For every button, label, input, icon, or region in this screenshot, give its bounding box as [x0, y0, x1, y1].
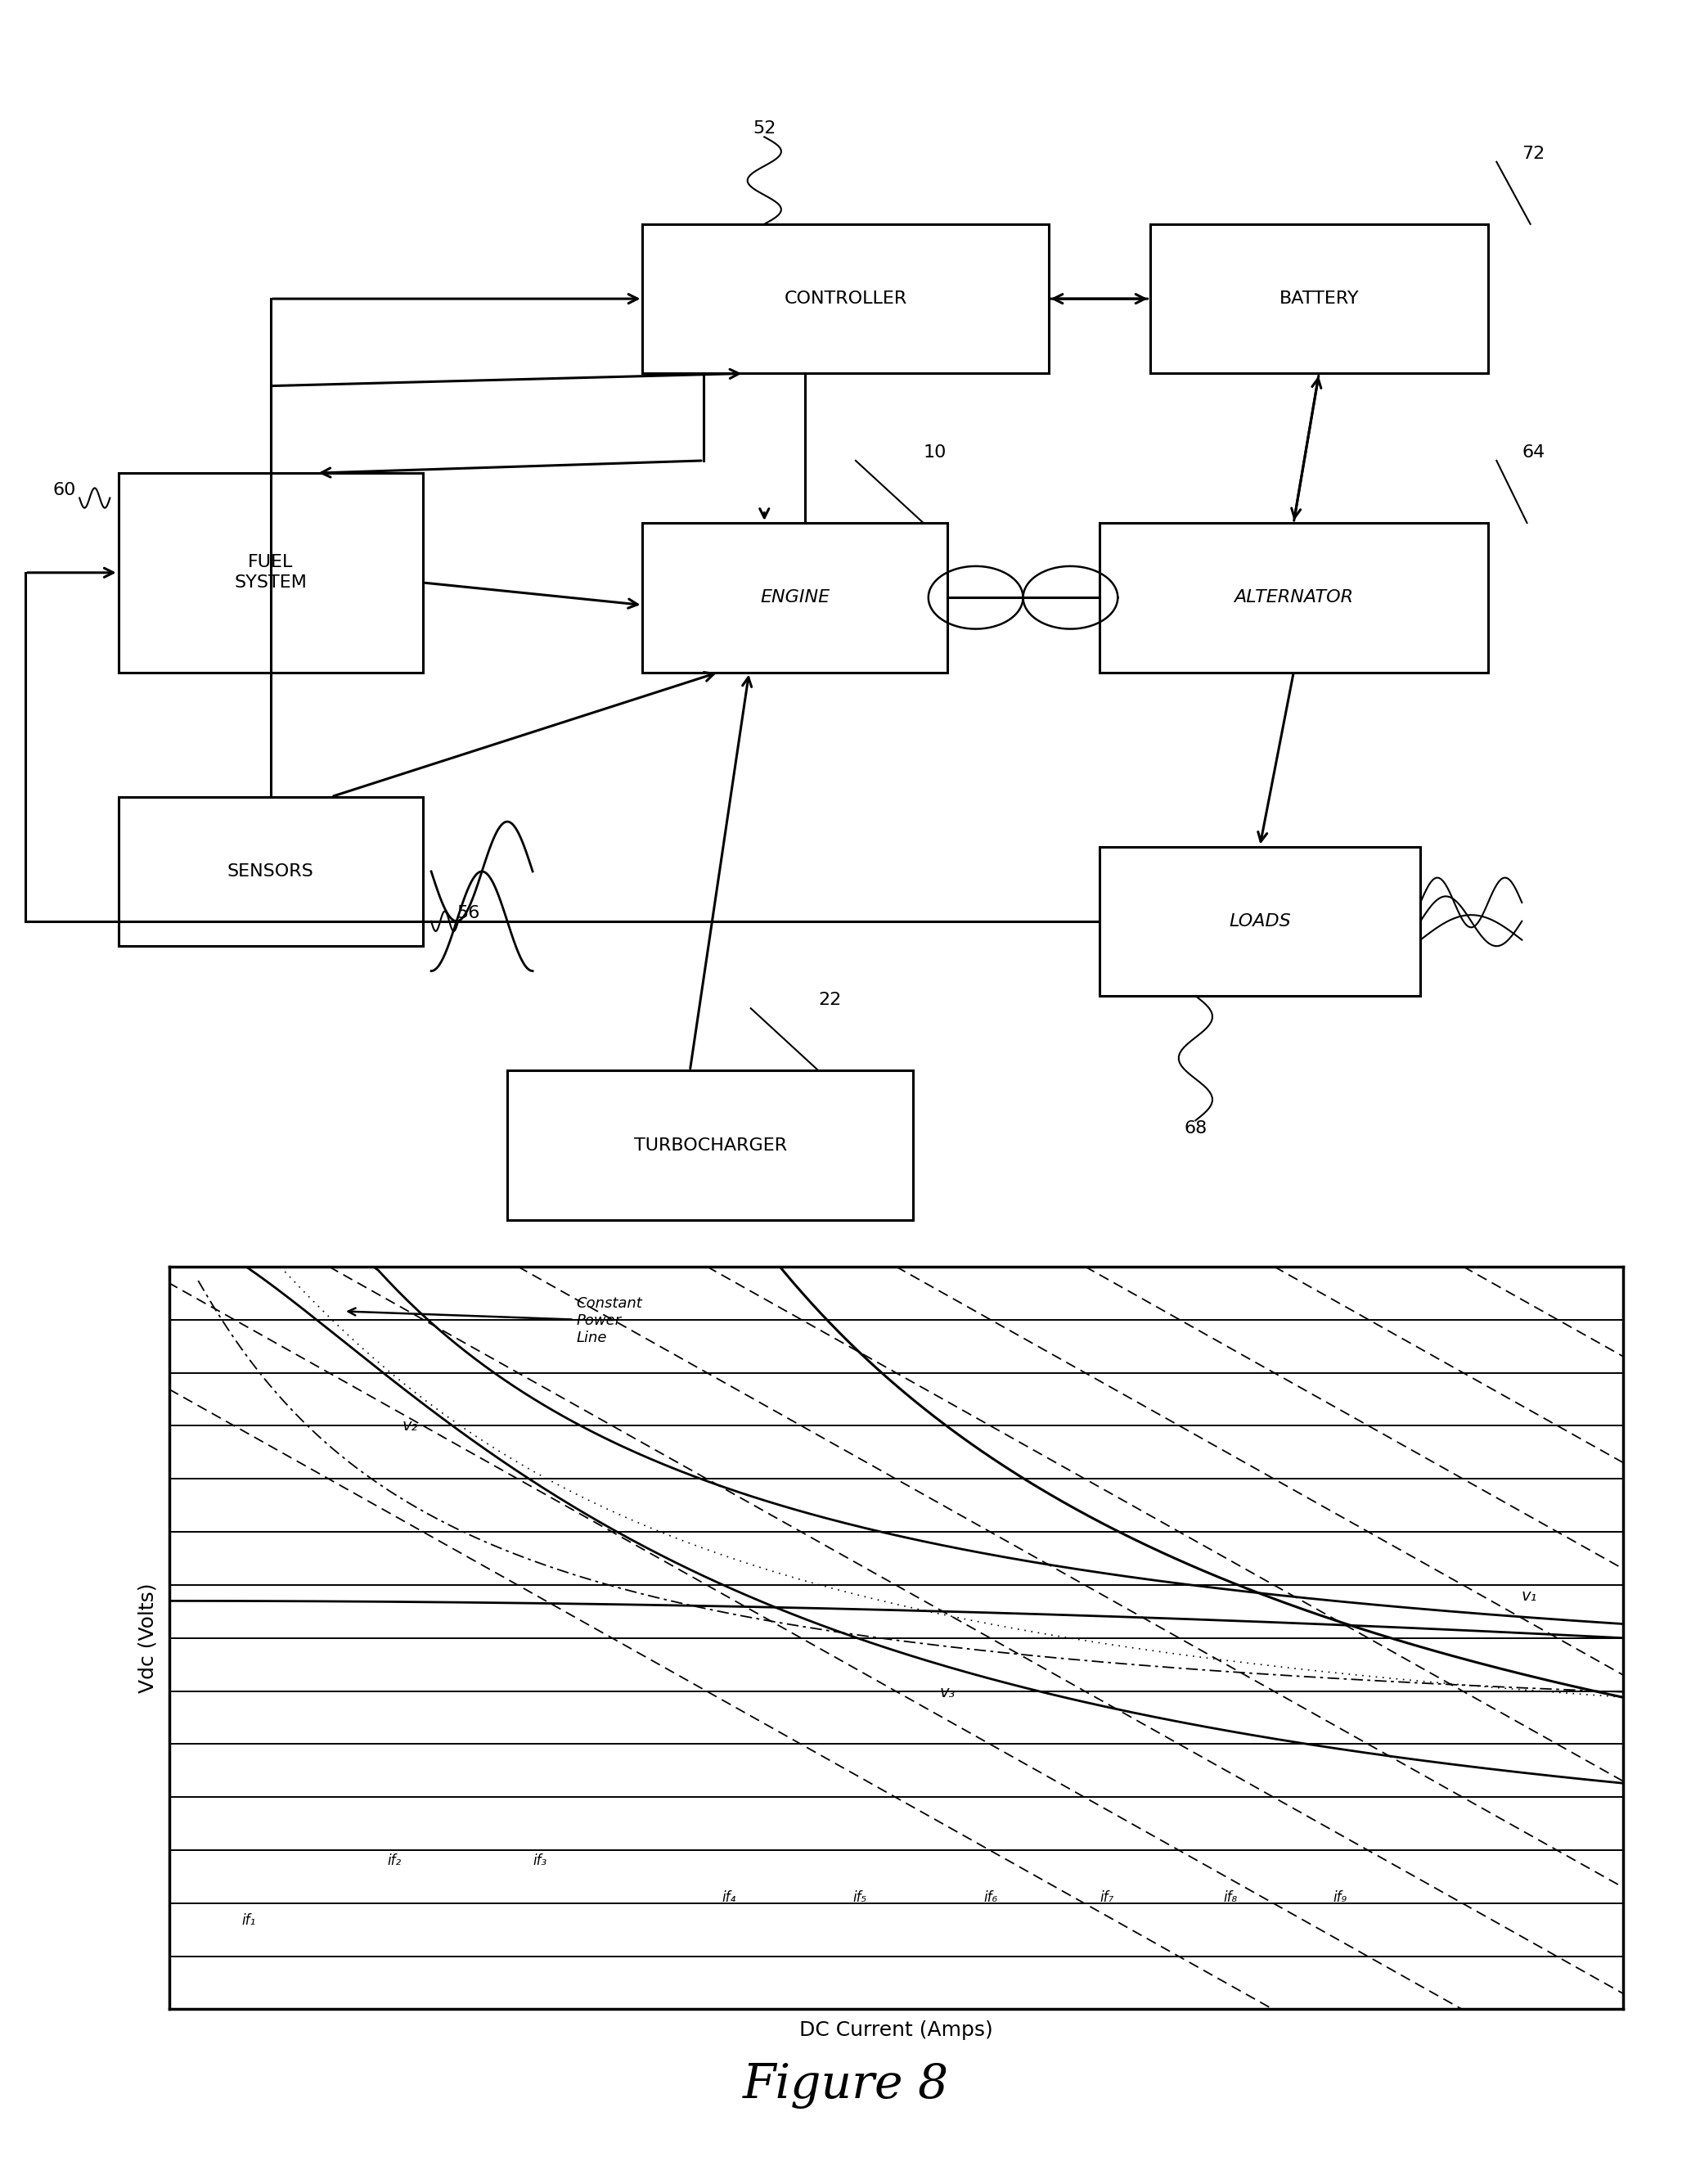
Text: v₁: v₁	[1522, 1588, 1537, 1603]
Bar	[643, 522, 947, 673]
Text: 56: 56	[457, 904, 480, 922]
Text: Figure 8: Figure 8	[742, 2062, 949, 2110]
Text: v₂: v₂	[402, 1417, 418, 1433]
Text: if₈: if₈	[1224, 1891, 1238, 1904]
Text: if₉: if₉	[1333, 1891, 1346, 1904]
Text: TURBOCHARGER: TURBOCHARGER	[634, 1138, 786, 1153]
Text: if₄: if₄	[722, 1891, 736, 1904]
Bar	[118, 797, 423, 946]
Text: 10: 10	[923, 443, 947, 461]
Text: 60: 60	[52, 483, 76, 498]
Text: if₇: if₇	[1101, 1891, 1114, 1904]
Text: 72: 72	[1522, 146, 1546, 162]
Text: ENGINE: ENGINE	[759, 590, 830, 605]
Text: Figure 2: Figure 2	[758, 1286, 933, 1328]
Text: 22: 22	[818, 992, 842, 1009]
Bar	[507, 1070, 913, 1221]
Bar	[1150, 225, 1488, 373]
Text: CONTROLLER: CONTROLLER	[785, 290, 906, 308]
X-axis label: DC Current (Amps): DC Current (Amps)	[800, 2020, 993, 2040]
Bar	[118, 474, 423, 673]
Y-axis label: Vdc (Volts): Vdc (Volts)	[139, 1583, 157, 1693]
Text: if₃: if₃	[533, 1854, 546, 1867]
Text: ALTERNATOR: ALTERNATOR	[1234, 590, 1353, 605]
Bar	[1099, 522, 1488, 673]
Text: SENSORS: SENSORS	[227, 863, 315, 880]
Text: if₆: if₆	[984, 1891, 998, 1904]
Text: 52: 52	[752, 120, 776, 138]
Bar	[643, 225, 1048, 373]
Text: if₅: if₅	[852, 1891, 867, 1904]
Text: BATTERY: BATTERY	[1278, 290, 1360, 308]
Text: FUEL
SYSTEM: FUEL SYSTEM	[235, 555, 306, 592]
Text: Constant
Power
Line: Constant Power Line	[348, 1297, 643, 1345]
Text: LOADS: LOADS	[1229, 913, 1290, 930]
Bar	[1099, 847, 1420, 996]
Text: if₂: if₂	[387, 1854, 401, 1867]
Text: 68: 68	[1184, 1120, 1207, 1136]
Text: 64: 64	[1522, 443, 1546, 461]
Text: v₃: v₃	[940, 1686, 955, 1701]
Text: if₁: if₁	[242, 1913, 255, 1928]
